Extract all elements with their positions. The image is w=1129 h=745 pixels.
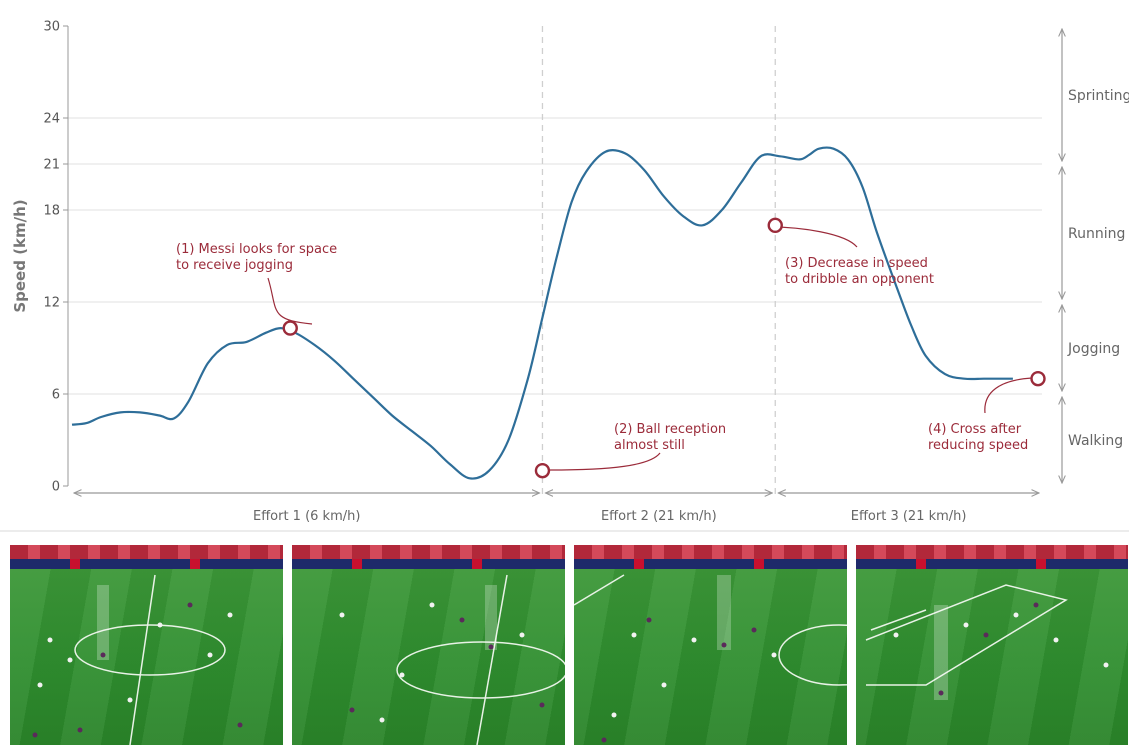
y-tick-label: 24 xyxy=(43,112,60,127)
annotation-line: to dribble an opponent xyxy=(785,272,934,287)
effort-label: Effort 3 (21 km/h) xyxy=(851,509,967,524)
video-frame-2 xyxy=(292,545,565,745)
video-frame-3 xyxy=(574,545,847,745)
y-tick-label: 30 xyxy=(43,20,60,35)
video-frame-1 xyxy=(10,545,283,745)
y-tick-label: 6 xyxy=(52,388,60,403)
event-markers xyxy=(282,217,1046,479)
event-marker xyxy=(767,217,783,234)
annotation-line: almost still xyxy=(614,438,685,453)
zone-label: Jogging xyxy=(1067,341,1120,357)
event-marker xyxy=(1030,370,1046,387)
video-frames xyxy=(10,545,1128,745)
annotation-connector xyxy=(984,377,1033,414)
annotation-line: (1) Messi looks for space xyxy=(176,242,337,257)
annotation-4: (4) Cross after reducing speed xyxy=(928,422,1028,453)
y-axis-label: Speed (km/h) xyxy=(11,199,29,312)
annotation-3: (3) Decrease in speed to dribble an oppon… xyxy=(785,256,934,287)
annotation-connector xyxy=(549,452,661,471)
annotation-line: to receive jogging xyxy=(176,258,293,273)
y-tick-label: 21 xyxy=(43,158,60,173)
effort-label: Effort 2 (21 km/h) xyxy=(601,509,717,524)
effort-label: Effort 1 (6 km/h) xyxy=(253,509,360,524)
annotation-line: (4) Cross after xyxy=(928,422,1022,437)
annotation-line: reducing speed xyxy=(928,438,1028,453)
annotation-connector xyxy=(769,226,858,248)
event-marker xyxy=(534,462,551,479)
event-marker xyxy=(282,320,298,336)
speed-zones: Walking Jogging Running Sprinting xyxy=(1062,29,1129,483)
effort-dividers xyxy=(541,26,776,496)
y-axis: 0 6 12 18 21 24 30 xyxy=(43,20,69,495)
grid-lines xyxy=(68,117,1042,395)
annotation-connectors xyxy=(267,226,1033,471)
zone-label: Walking xyxy=(1068,433,1123,449)
speed-chart: 0 6 12 18 21 24 30 Speed (km/h) (1) Messi look… xyxy=(0,20,1129,532)
annotations: (1) Messi looks for space to receive jogg… xyxy=(176,242,1028,453)
zone-label: Running xyxy=(1068,226,1125,242)
y-tick-label: 12 xyxy=(43,296,60,311)
annotation-line: (2) Ball reception xyxy=(614,422,726,437)
y-tick-label: 0 xyxy=(52,480,60,495)
video-frame-4 xyxy=(856,545,1128,745)
speed-series-line xyxy=(71,146,1013,480)
zone-label: Sprinting xyxy=(1068,88,1129,104)
annotation-2: (2) Ball reception almost still xyxy=(614,422,726,453)
annotation-connector xyxy=(267,277,313,325)
annotation-1: (1) Messi looks for space to receive jogg… xyxy=(176,242,337,273)
annotation-line: (3) Decrease in speed xyxy=(785,256,928,271)
y-tick-label: 18 xyxy=(43,204,60,219)
effort-spans: Effort 1 (6 km/h) Effort 2 (21 km/h) Effor… xyxy=(0,493,1129,532)
